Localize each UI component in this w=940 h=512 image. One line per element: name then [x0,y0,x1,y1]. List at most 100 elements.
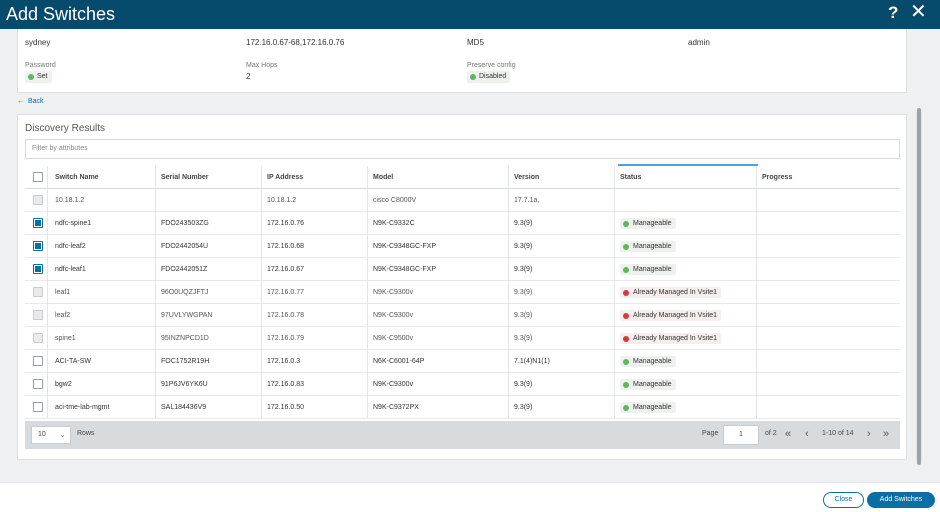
model-cell: N9K-C9300v [373,312,414,319]
ip-address-cell: 172.16.0.68 [267,243,304,250]
status-text: Manageable [633,220,672,227]
serial-number-cell: 96O0UQZJFTJ [161,289,209,296]
status-text: Already Managed In Vsite1 [633,289,718,296]
table-row[interactable]: ndfc-spine1 FDO243503ZG 172.16.0.76 N9K-C93… [25,212,900,235]
model-cell: N9K-C9332C [373,220,415,227]
status-dot-icon [623,381,629,388]
status-badge: Already Managed In Vsite1 [620,310,722,321]
filter-input[interactable]: Filter by attributes [25,139,900,159]
switch-name-cell: 10.18.1.2 [55,197,85,204]
row-checkbox [33,333,43,343]
row-checkbox[interactable] [33,218,43,228]
seed-ips-value: 172.16.0.67-68,172.16.0.76 [246,38,345,47]
pagination-bar: 10 ⌄ Rows Page 1 of 2 « ‹ 1-10 of 14 › » [25,421,900,449]
table-row[interactable]: leaf1 96O0UQZJFTJ 172.16.0.77 N9K-C9300v 9.3… [25,281,900,304]
col-switch-name[interactable]: Switch Name [55,174,99,181]
row-checkbox[interactable] [33,356,43,366]
table-row[interactable]: leaf2 97UVLYWGPAN 172.16.0.78 N9K-C9300v 9.3… [25,304,900,327]
password-status-badge: Set [25,71,52,83]
password-status-text: Set [37,73,48,80]
close-button[interactable]: Close [823,492,864,508]
password-label: Password [25,62,56,69]
status-dot-icon [28,74,34,80]
add-switches-button[interactable]: Add Switches [867,492,935,508]
status-text: Manageable [633,381,672,388]
ip-address-cell: 172.16.0.83 [267,381,304,388]
max-hops-value: 2 [246,72,251,81]
col-version[interactable]: Version [514,174,540,181]
model-cell: N9K-C9348GC-FXP [373,266,437,273]
serial-number-cell: FDO243503ZG [161,220,209,227]
help-icon[interactable]: ? [888,3,899,22]
version-cell: 7.1(4)N1(1) [514,358,550,365]
version-cell: 9.3(9) [514,312,533,319]
ip-address-cell: 172.16.0.78 [267,312,304,319]
close-icon[interactable]: ✕ [910,1,927,23]
table-row[interactable]: aci-tme-lab-mgmt SAL184436V9 172.16.0.50 N9… [25,396,900,419]
switch-name-cell: leaf1 [55,289,71,296]
rows-per-page-value: 10 [38,431,46,438]
version-cell: 9.3(9) [514,243,533,250]
table-row[interactable]: ndfc-leaf1 FDO2442051Z 172.16.0.67 N9K-C934… [25,258,900,281]
version-cell: 9.3(9) [514,335,533,342]
arrow-left-icon: ← [17,98,24,105]
row-checkbox[interactable] [33,264,43,274]
status-badge: Manageable [620,241,676,252]
discovery-results-title: Discovery Results [25,123,106,134]
back-link[interactable]: ← Back [17,98,44,105]
ip-address-cell: 10.18.1.2 [267,197,297,204]
table-row[interactable]: bgw2 91P6JV6YK6U 172.16.0.83 N9K-C9300v 9.3(… [25,373,900,396]
switch-name-cell: ndfc-spine1 [55,220,92,227]
ip-address-cell: 172.16.0.79 [267,335,304,342]
row-checkbox [33,195,43,205]
table-row[interactable]: ACI-TA-SW FOC1752R19H 172.16.0.3 N6K-C6001-… [25,350,900,373]
last-page-icon[interactable]: » [883,428,890,440]
site-value: sydney [25,38,51,47]
prev-page-icon[interactable]: ‹ [805,428,809,440]
status-dot-icon [623,335,629,342]
preserve-config-text: Disabled [479,73,507,80]
col-progress[interactable]: Progress [762,174,793,181]
switch-name-cell: bgw2 [55,381,72,388]
rows-per-page-select[interactable]: 10 ⌄ [31,426,71,444]
table-row[interactable]: ndfc-leaf2 FDO2442054U 172.16.0.68 N9K-C934… [25,235,900,258]
scrollbar-thumb[interactable] [917,108,921,465]
next-page-icon[interactable]: › [867,428,871,440]
serial-number-cell: FDO2442051Z [161,266,208,273]
col-serial-number[interactable]: Serial Number [161,174,209,181]
preserve-config-badge: Disabled [467,71,511,83]
status-dot-icon [623,404,629,411]
back-label: Back [28,98,44,105]
first-page-icon[interactable]: « [785,428,792,440]
table-row[interactable]: 10.18.1.2 10.18.1.2 cisco C8000V 17.7.1a, [25,189,900,212]
row-checkbox[interactable] [33,379,43,389]
status-dot-icon [623,289,629,296]
version-cell: 9.3(9) [514,404,533,411]
row-checkbox [33,287,43,297]
chevron-down-icon: ⌄ [59,430,66,439]
page-number-input[interactable]: 1 [723,425,759,445]
dialog-body: sydney 172.16.0.67-68,172.16.0.76 MD5 ad… [0,29,940,482]
page-range-label: 1-10 of 14 [822,430,854,437]
status-dot-icon [623,243,629,250]
switch-name-cell: leaf2 [55,312,71,319]
status-text: Manageable [633,266,672,273]
table-row[interactable]: spine1 95INZNPCD1D 172.16.0.79 N9K-C9500v 9.… [25,327,900,350]
select-all-checkbox[interactable] [33,172,43,182]
row-checkbox[interactable] [33,402,43,412]
col-model[interactable]: Model [373,174,394,181]
row-checkbox[interactable] [33,241,43,251]
model-cell: N9K-C9372PX [373,404,419,411]
col-ip-address[interactable]: IP Address [267,174,304,181]
status-text: Already Managed In Vsite1 [633,335,718,342]
col-status[interactable]: Status [620,174,642,181]
version-cell: 9.3(9) [514,381,533,388]
status-dot-icon [470,74,476,80]
serial-number-cell: 91P6JV6YK6U [161,381,208,388]
dialog-footer: Close Add Switches [0,482,940,512]
seed-info-panel: sydney 172.16.0.67-68,172.16.0.76 MD5 ad… [17,29,907,93]
page-label: Page [702,430,719,437]
status-badge: Manageable [620,402,676,413]
ip-address-cell: 172.16.0.76 [267,220,304,227]
rows-label: Rows [77,430,95,437]
